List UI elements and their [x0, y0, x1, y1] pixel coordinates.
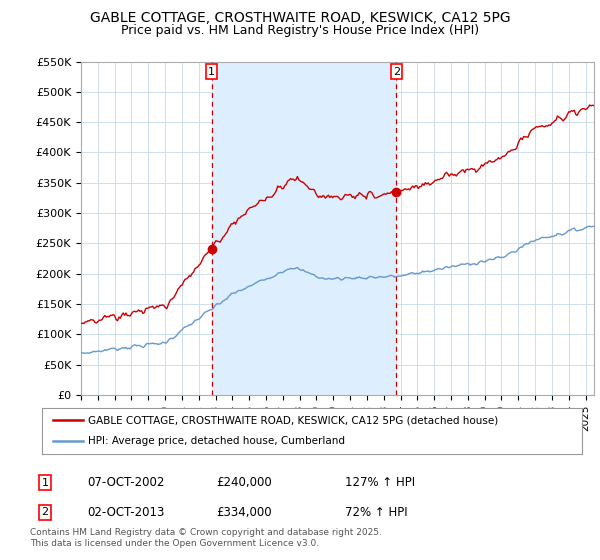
Text: 02-OCT-2013: 02-OCT-2013: [87, 506, 164, 519]
Text: HPI: Average price, detached house, Cumberland: HPI: Average price, detached house, Cumb…: [88, 436, 345, 446]
Text: Contains HM Land Registry data © Crown copyright and database right 2025.
This d: Contains HM Land Registry data © Crown c…: [30, 528, 382, 548]
Text: 1: 1: [208, 67, 215, 77]
Text: 127% ↑ HPI: 127% ↑ HPI: [345, 476, 415, 489]
Bar: [212, 62, 397, 395]
Text: GABLE COTTAGE, CROSTHWAITE ROAD, KESWICK, CA12 5PG: GABLE COTTAGE, CROSTHWAITE ROAD, KESWICK…: [89, 11, 511, 25]
Text: 2: 2: [393, 67, 400, 77]
Text: £334,000: £334,000: [216, 506, 272, 519]
Text: 1: 1: [41, 478, 49, 488]
Text: Price paid vs. HM Land Registry's House Price Index (HPI): Price paid vs. HM Land Registry's House …: [121, 24, 479, 36]
Text: £240,000: £240,000: [216, 476, 272, 489]
Text: 07-OCT-2002: 07-OCT-2002: [87, 476, 164, 489]
Text: 2: 2: [41, 507, 49, 517]
Text: 72% ↑ HPI: 72% ↑ HPI: [345, 506, 407, 519]
Text: GABLE COTTAGE, CROSTHWAITE ROAD, KESWICK, CA12 5PG (detached house): GABLE COTTAGE, CROSTHWAITE ROAD, KESWICK…: [88, 415, 498, 425]
